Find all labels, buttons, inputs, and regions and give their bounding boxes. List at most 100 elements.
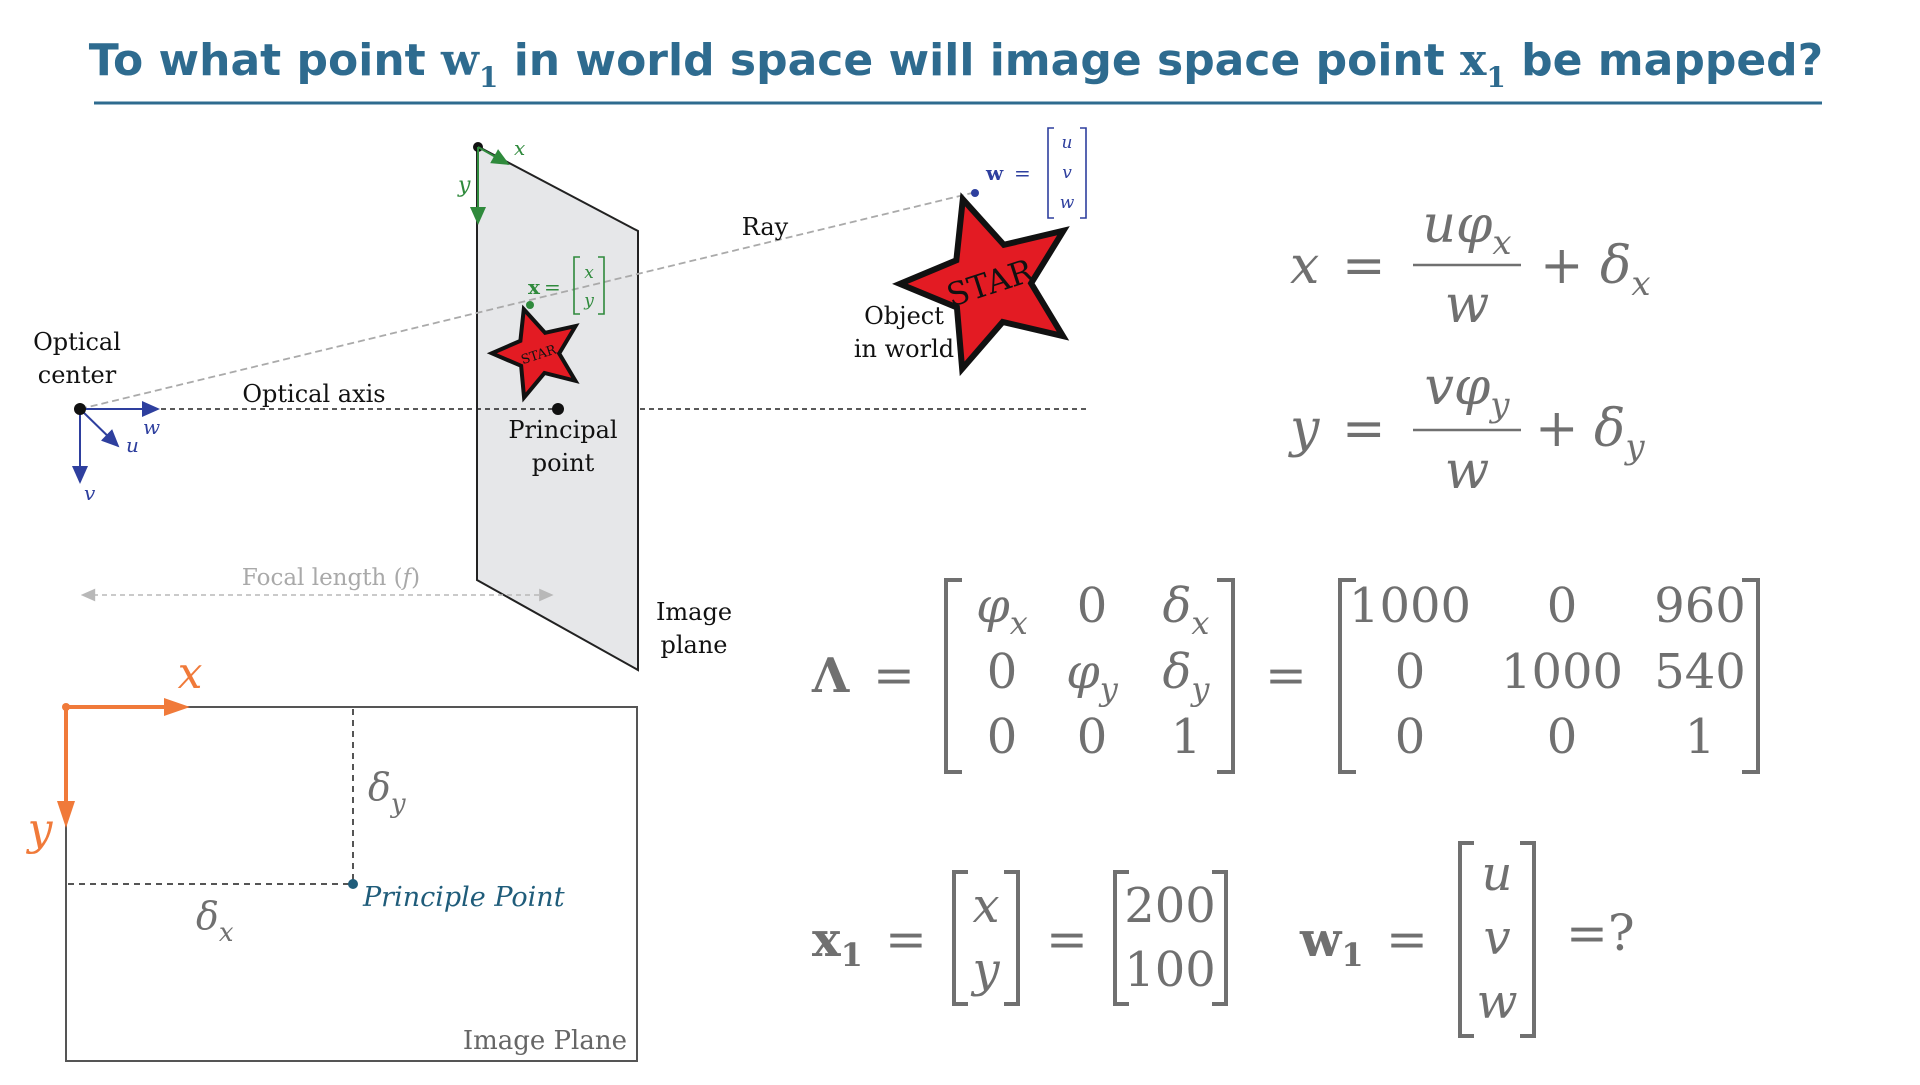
eq1-delta: δx xyxy=(1600,236,1651,304)
lambda-numeric-cell-0-0: 1000 xyxy=(1349,578,1471,634)
lambda-symbolic-cell-1-1: φy xyxy=(1066,644,1119,708)
lambda-numeric-cell-1-1: 1000 xyxy=(1501,644,1623,700)
lambda-numeric-cell-1-0: 0 xyxy=(1395,644,1426,700)
w1-symbol: w1 xyxy=(1299,912,1364,974)
focal-symbol: f xyxy=(401,565,415,591)
optical-center-label-line2: center xyxy=(38,361,117,389)
lambda-symbolic-cell-1-2-sub: y xyxy=(1189,670,1210,708)
eq1-numerator: uφx xyxy=(1422,195,1511,263)
image-axis-x-arrow xyxy=(477,146,510,165)
focal-close-paren: ) xyxy=(411,565,420,591)
orange-axis-y-label: y xyxy=(26,804,54,855)
x1-vector-y: y xyxy=(970,942,1000,998)
lambda-numeric-cell-2-1: 0 xyxy=(1547,709,1578,765)
x1-symbol: x1 xyxy=(812,912,863,974)
image-plane-rect xyxy=(65,706,638,1062)
image-point-vector: x = x y xyxy=(528,256,605,315)
x1-values-bracket-right xyxy=(1212,870,1228,1006)
eq1-equals: = xyxy=(1342,236,1386,296)
delta-x-sub: x xyxy=(219,918,234,948)
lambda-numeric-cell-0-2: 960 xyxy=(1654,578,1746,634)
lambda-symbolic-cell-2-2: 1 xyxy=(1171,709,1202,765)
w1-vector-w: w xyxy=(1476,974,1517,1030)
world-point-equals: = xyxy=(1014,161,1031,185)
principal-point-label-line1: Principal xyxy=(508,416,617,444)
lambda-symbolic-cell-0-2: δx xyxy=(1163,578,1210,642)
principal-point-label-line2: point xyxy=(532,449,595,477)
delta-x-label: δx xyxy=(196,894,234,948)
image-point-label: x xyxy=(528,275,541,299)
camera-axis-w-label: w xyxy=(143,415,160,439)
world-point-vector: w = u v w xyxy=(985,127,1087,219)
eq1-num-sub: x xyxy=(1492,223,1511,263)
eq1-num-a: u xyxy=(1422,195,1456,255)
eq1-delta-symbol: δ xyxy=(1600,236,1631,296)
object-in-world-label-line2: in world xyxy=(854,335,954,363)
eq2-equals: = xyxy=(1342,399,1386,459)
w1-var: w xyxy=(1299,912,1343,968)
camera-axis-u-label: u xyxy=(126,433,139,457)
lambda-symbolic-cell-0-1: 0 xyxy=(1077,578,1108,634)
x1-equals-1: = xyxy=(885,910,927,968)
eq2-delta-sub: y xyxy=(1623,427,1645,467)
image-axis-x-label: x xyxy=(514,136,525,160)
eq1-denominator: w xyxy=(1445,275,1490,335)
title-text-after: be mapped? xyxy=(1506,35,1823,86)
lambda-symbolic-cell-2-0: 0 xyxy=(987,709,1018,765)
lambda-numeric-bracket-left xyxy=(1338,578,1356,774)
orange-origin-dot xyxy=(62,703,70,711)
optical-axis-label: Optical axis xyxy=(242,380,385,408)
image-point-vec-y: y xyxy=(583,291,594,311)
camera-axis-v-label: v xyxy=(84,481,96,505)
lambda-equals-1: = xyxy=(873,646,915,704)
optical-center-dot xyxy=(74,403,86,415)
x1-vector-bracket-right xyxy=(1004,870,1020,1006)
image-point-bracket-right xyxy=(598,256,605,315)
lambda-symbolic-cell-0-2-sub: x xyxy=(1191,604,1209,642)
delta-y-label: δy xyxy=(368,765,406,819)
lambda-symbolic-cell-1-2-symbol: δ xyxy=(1163,644,1192,700)
world-point-bracket-right xyxy=(1080,127,1087,219)
delta-x-symbol: δ xyxy=(196,894,219,938)
lambda-symbolic-cell-0-2-symbol: δ xyxy=(1163,578,1192,634)
x1-value-y: 100 xyxy=(1124,942,1216,998)
title-x-var: x xyxy=(1460,35,1487,86)
lambda-symbolic-cell-2-1: 0 xyxy=(1077,709,1108,765)
lambda-symbolic-bracket-right xyxy=(1217,578,1235,774)
focal-open-paren: ( xyxy=(386,565,402,591)
lambda-symbolic-cell-1-0: 0 xyxy=(987,644,1018,700)
image-axis-y-label: y xyxy=(457,173,471,198)
camera-axis-u-arrow xyxy=(79,408,120,448)
lambda-numeric-cell-0-1: 0 xyxy=(1547,578,1578,634)
w1-vector-bracket-right xyxy=(1520,841,1536,1038)
lambda-symbol: Λ xyxy=(811,648,850,704)
title-w-var: w xyxy=(440,35,480,86)
optical-center-label-line1: Optical xyxy=(33,328,121,356)
principle-point-dot xyxy=(348,879,358,889)
image-plane-label-line1: Image xyxy=(656,598,732,626)
x1-equals-2: = xyxy=(1046,910,1088,968)
image-point-dot xyxy=(526,301,534,309)
w1-equation: w1 = u v w =? xyxy=(1299,841,1635,1038)
eq2-num-b: φ xyxy=(1454,357,1491,417)
image-point-equals: = xyxy=(544,275,561,299)
image-plane-diagram: x y δy δx Principle Point Image Plane xyxy=(26,648,638,1062)
lambda-numeric-cells: 1000 0 960 0 1000 540 0 0 1 xyxy=(1349,578,1746,765)
title-x-sub: 1 xyxy=(1486,61,1505,94)
world-point-vec-u: u xyxy=(1062,133,1073,153)
title-text-before: To what point xyxy=(89,35,441,86)
w1-equals: = xyxy=(1386,910,1428,968)
w1-vector-bracket-left xyxy=(1458,841,1474,1038)
w1-sub: 1 xyxy=(1341,936,1363,974)
world-point-vec-v: v xyxy=(1062,163,1072,183)
lambda-symbolic-cell-0-0-sub: x xyxy=(1010,604,1028,642)
eq1-num-b: φ xyxy=(1456,195,1493,255)
w1-vector-v: v xyxy=(1483,910,1510,966)
principle-point-label: Principle Point xyxy=(362,882,565,913)
orange-axis-y-arrowhead xyxy=(57,801,75,828)
x1-vector-x: x xyxy=(972,878,999,934)
lambda-numeric-cell-1-2: 540 xyxy=(1654,644,1746,700)
ray-label: Ray xyxy=(742,213,789,241)
